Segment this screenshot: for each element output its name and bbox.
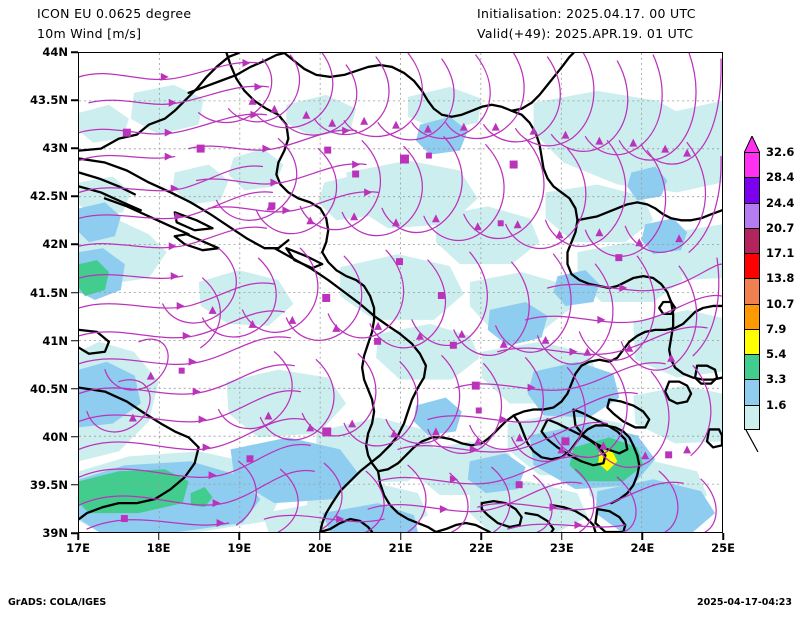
y-tick-40n — [71, 436, 78, 438]
map-gridlines — [79, 53, 722, 532]
y-tick-43p5n — [71, 99, 78, 101]
colorbar-band-32p6 — [744, 152, 760, 178]
wind-streamline-map — [79, 53, 722, 532]
wind-speed-colorbar — [744, 152, 760, 430]
model-title: ICON EU 0.0625 degree — [37, 6, 192, 21]
x-axis-label-25e: 25E — [711, 541, 735, 555]
colorbar-band-13p8 — [744, 278, 760, 304]
y-tick-42n — [71, 243, 78, 246]
grads-credit: GrADS: COLA/IGES — [8, 597, 107, 608]
y-tick-39n — [71, 532, 78, 534]
x-axis-label-19e: 19E — [227, 541, 252, 555]
x-tick-24e — [641, 533, 644, 540]
y-axis-label-40n: 40N — [42, 429, 68, 444]
y-tick-39p5n — [71, 484, 78, 486]
wind-streamlines — [79, 53, 722, 532]
x-tick-20e — [319, 533, 321, 540]
initialisation-time: Initialisation: 2025.04.17. 00 UTC — [477, 6, 696, 21]
colorbar-band-20p7 — [744, 227, 760, 254]
colorbar-label-17p1: 17.1 — [766, 246, 795, 261]
x-tick-17e — [77, 533, 79, 540]
colorbar-label-10p7: 10.7 — [766, 296, 795, 311]
x-axis-label-22e: 22E — [469, 541, 494, 555]
y-tick-43n — [71, 147, 78, 149]
colorbar-band-17p1 — [744, 253, 760, 279]
colorbar-label-20p7: 20.7 — [766, 220, 795, 235]
colorbar-top-arrow — [744, 136, 760, 153]
y-axis-label-42n: 42N — [42, 237, 68, 252]
y-tick-42p5n — [71, 195, 78, 198]
colorbar-label-28p4: 28.4 — [766, 170, 795, 185]
colorbar-label-7p9: 7.9 — [766, 321, 787, 336]
x-axis-label-21e: 21E — [388, 541, 413, 555]
colorbar-band-28p4 — [744, 177, 760, 203]
x-tick-18e — [157, 533, 160, 540]
y-tick-41p5n — [71, 291, 78, 294]
x-axis-label-24e: 24E — [630, 541, 655, 555]
colorbar-label-24p4: 24.4 — [766, 195, 795, 210]
colorbar-label-13p8: 13.8 — [766, 271, 795, 286]
x-tick-22e — [480, 533, 482, 540]
y-tick-40p5n — [71, 387, 78, 390]
colorbar-label-1p6: 1.6 — [766, 397, 787, 412]
colorbar-band-3p3 — [744, 379, 760, 405]
x-tick-21e — [399, 533, 402, 540]
y-axis-label-44n: 44N — [42, 45, 68, 59]
y-axis-label-41n: 41N — [42, 333, 68, 348]
render-timestamp: 2025-04-17-04:23 — [697, 597, 792, 608]
x-axis-label-18e: 18E — [146, 541, 171, 555]
colorbar-band-10p7 — [744, 303, 760, 329]
y-axis-label-43p5n: 43.5N — [30, 93, 68, 108]
x-tick-25e — [722, 533, 724, 540]
variable-title: 10m Wind [m/s] — [37, 26, 142, 41]
y-axis-label-39n: 39N — [42, 526, 68, 540]
y-axis-label-42p5n: 42.5N — [30, 189, 68, 204]
colorbar-label-32p6: 32.6 — [766, 145, 795, 159]
streamline-arrowheads — [128, 58, 692, 530]
y-axis-label-43n: 43N — [42, 141, 68, 156]
colorbar-band-5p4 — [744, 354, 760, 380]
streamline-junction-markers — [120, 128, 673, 523]
colorbar-bottom-tail — [745, 430, 759, 452]
x-axis-label-23e: 23E — [549, 541, 574, 555]
y-axis-label-39p5n: 39.5N — [30, 477, 68, 492]
map-plot-area — [78, 52, 723, 533]
x-tick-19e — [238, 533, 241, 540]
x-axis-label-20e: 20E — [307, 541, 332, 555]
colorbar-label-5p4: 5.4 — [766, 347, 787, 362]
colorbar-band-7p9 — [744, 328, 760, 355]
y-axis-label-40p5n: 40.5N — [30, 381, 68, 396]
valid-time: Valid(+49): 2025.APR.19. 01 UTC — [477, 26, 694, 41]
x-axis-label-17e: 17E — [66, 541, 90, 555]
y-tick-44n — [71, 51, 78, 53]
colorbar-label-3p3: 3.3 — [766, 372, 787, 387]
colorbar-band-1p6 — [744, 404, 760, 430]
colorbar-band-24p4 — [744, 202, 760, 228]
x-tick-23e — [561, 533, 563, 540]
y-tick-41n — [71, 339, 78, 342]
coastline-borders — [79, 53, 722, 532]
y-axis-label-41p5n: 41.5N — [30, 285, 68, 300]
